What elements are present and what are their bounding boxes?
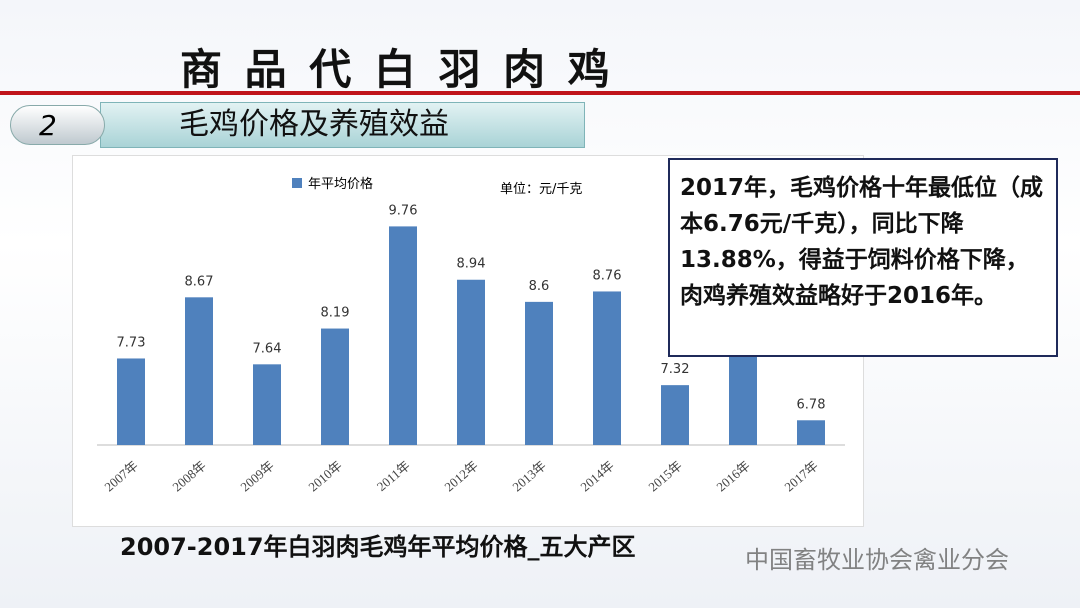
divider xyxy=(0,91,1080,95)
bar xyxy=(729,349,757,445)
bar xyxy=(797,420,825,445)
x-tick-label: 2010年 xyxy=(305,458,345,495)
legend-swatch xyxy=(292,178,302,188)
value-label: 9.76 xyxy=(389,203,418,218)
x-tick-label: 2017年 xyxy=(781,458,821,495)
slide-title: 商 品 代 白 羽 肉 鸡 xyxy=(180,45,614,94)
value-label: 6.78 xyxy=(797,397,826,412)
annotation: 2017年，毛鸡价格十年最低位（成本6.76元/千克），同比下降13.88%，得… xyxy=(668,158,1058,357)
bar xyxy=(185,297,213,445)
bar xyxy=(321,328,349,445)
bar xyxy=(525,301,553,445)
bar xyxy=(117,358,145,445)
value-label: 7.73 xyxy=(117,335,146,350)
bar xyxy=(661,385,689,445)
value-label: 7.32 xyxy=(661,362,690,377)
section-title: 毛鸡价格及养殖效益 xyxy=(100,102,585,148)
bar xyxy=(389,226,417,445)
x-tick-label: 2014年 xyxy=(577,458,617,495)
x-tick-label: 2007年 xyxy=(101,458,141,495)
value-label: 8.76 xyxy=(593,268,622,283)
value-label: 8.19 xyxy=(321,306,350,321)
bar xyxy=(593,291,621,445)
value-label: 8.67 xyxy=(185,274,214,289)
watermark: 中国畜牧业协会禽业分会 xyxy=(745,546,1009,574)
value-label: 8.6 xyxy=(529,279,550,294)
caption: 2007-2017年白羽肉毛鸡年平均价格_五大产区 xyxy=(120,533,636,561)
unit-note: 单位：元/千克 xyxy=(500,182,582,197)
x-tick-label: 2008年 xyxy=(169,458,209,495)
section-number: 2 xyxy=(10,105,105,145)
x-tick-label: 2009年 xyxy=(237,458,277,495)
value-label: 7.64 xyxy=(253,341,282,356)
bar xyxy=(457,279,485,445)
x-tick-label: 2016年 xyxy=(713,458,753,495)
x-tick-label: 2012年 xyxy=(441,458,481,495)
x-tick-label: 2011年 xyxy=(374,458,413,494)
value-label: 8.94 xyxy=(457,257,486,272)
bar xyxy=(253,364,281,445)
legend-label: 年平均价格 xyxy=(308,176,373,192)
x-tick-label: 2015年 xyxy=(645,458,685,495)
x-tick-label: 2013年 xyxy=(509,458,549,495)
